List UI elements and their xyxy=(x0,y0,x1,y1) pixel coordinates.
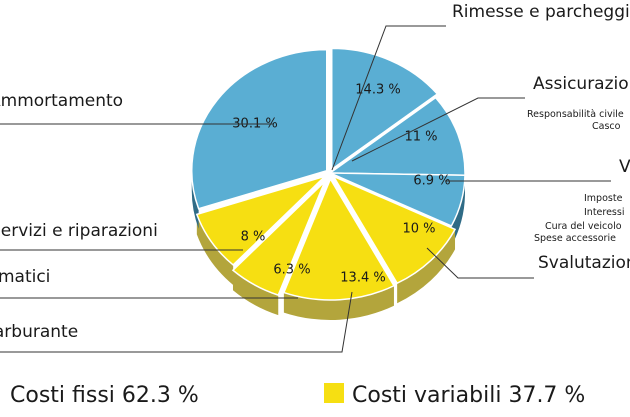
percent-label: 6.3 % xyxy=(273,263,310,278)
legend: Costi fissi 62.3 % Costi variabili 37.7 % xyxy=(10,383,585,408)
detail-label: Imposte xyxy=(584,193,623,204)
category-label: Servizi e riparazioni xyxy=(0,221,158,241)
category-label: Pneumatici xyxy=(0,267,50,287)
detail-label: Interessi xyxy=(584,207,624,218)
detail-label: Spese accessorie xyxy=(534,233,616,244)
detail-label: Casco xyxy=(592,121,621,132)
percent-label: 13.4 % xyxy=(340,271,385,286)
category-label: Varie xyxy=(619,157,630,177)
detail-label: Cura del veicolo xyxy=(545,221,622,232)
detail-label: Responsabilità civile xyxy=(527,109,624,120)
category-label: Carburante xyxy=(0,322,78,342)
category-label: Svalutazione xyxy=(538,253,630,273)
legend-label: Costi fissi 62.3 % xyxy=(10,383,199,408)
legend-swatch xyxy=(324,383,344,403)
percent-label: 10 % xyxy=(402,222,435,237)
category-label: Assicurazione xyxy=(533,74,630,94)
category-label: Ammortamento xyxy=(0,91,123,111)
percent-label: 8 % xyxy=(241,230,266,245)
legend-label: Costi variabili 37.7 % xyxy=(352,383,585,408)
category-label: Rimesse e parcheggi xyxy=(452,2,630,22)
